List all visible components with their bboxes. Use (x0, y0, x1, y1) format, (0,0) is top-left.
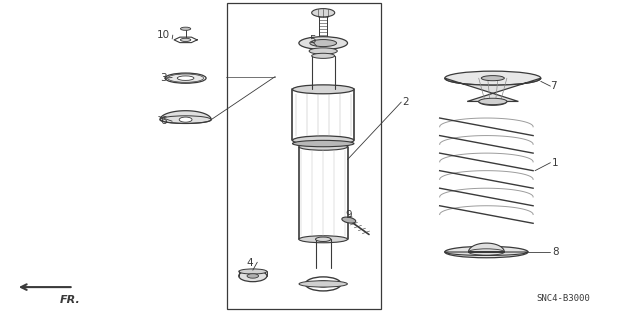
Ellipse shape (312, 53, 335, 58)
Text: 4: 4 (246, 258, 253, 268)
Text: 7: 7 (550, 81, 557, 91)
Bar (227, 3, 381, 309)
Ellipse shape (479, 98, 507, 105)
Ellipse shape (445, 71, 541, 85)
Ellipse shape (299, 143, 348, 150)
Text: 10: 10 (157, 30, 170, 40)
Text: 6: 6 (160, 116, 166, 126)
Ellipse shape (292, 140, 354, 147)
Ellipse shape (292, 136, 354, 145)
Text: 8: 8 (552, 247, 559, 257)
Polygon shape (445, 243, 528, 256)
Text: 2: 2 (402, 97, 408, 107)
Ellipse shape (305, 277, 341, 291)
Text: 1: 1 (552, 158, 559, 168)
Ellipse shape (292, 85, 354, 94)
Ellipse shape (177, 76, 194, 80)
Ellipse shape (481, 76, 504, 81)
Ellipse shape (445, 246, 528, 258)
Ellipse shape (342, 217, 356, 223)
Ellipse shape (299, 37, 348, 49)
Text: FR.: FR. (60, 295, 81, 305)
Ellipse shape (247, 274, 259, 278)
Ellipse shape (312, 9, 335, 17)
Ellipse shape (315, 281, 332, 287)
Ellipse shape (239, 269, 267, 274)
Ellipse shape (316, 237, 331, 241)
Ellipse shape (299, 236, 348, 243)
Polygon shape (445, 78, 541, 105)
Text: SNC4-B3000: SNC4-B3000 (536, 294, 590, 303)
Ellipse shape (179, 117, 192, 122)
Ellipse shape (180, 38, 191, 41)
Ellipse shape (180, 27, 191, 30)
Text: 3: 3 (160, 73, 166, 83)
Ellipse shape (310, 40, 337, 47)
Ellipse shape (299, 281, 348, 287)
Ellipse shape (309, 48, 337, 54)
Text: 9: 9 (346, 210, 352, 220)
Ellipse shape (239, 270, 267, 282)
Ellipse shape (165, 73, 206, 83)
Text: 5: 5 (309, 35, 316, 45)
Polygon shape (160, 111, 211, 123)
